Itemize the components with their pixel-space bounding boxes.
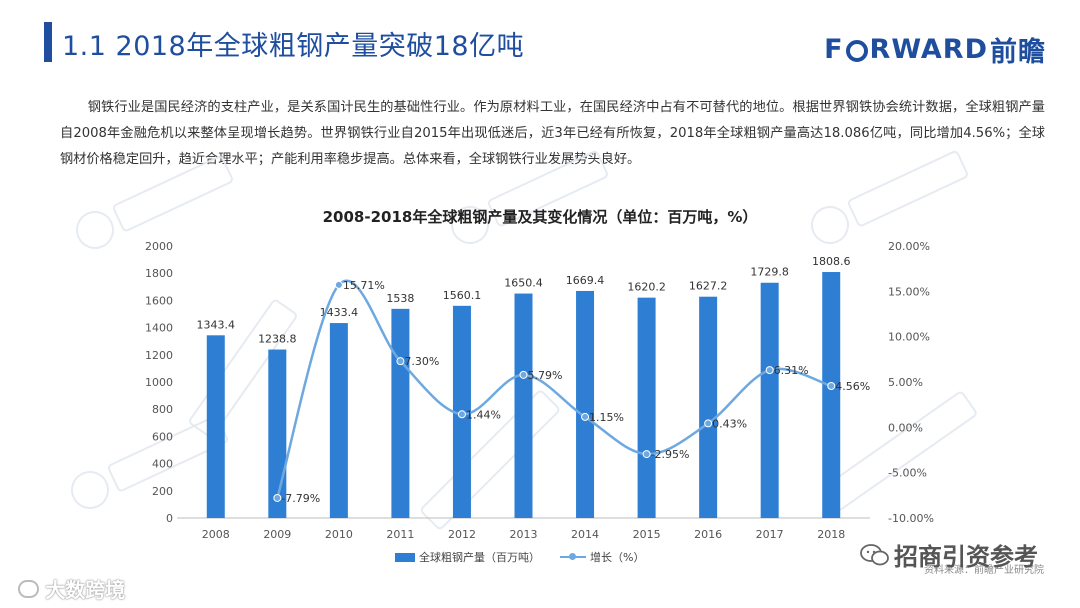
- y-right-tick-label: -5.00%: [888, 467, 927, 480]
- bar-value-label: 1808.6: [812, 255, 851, 268]
- growth-point: [704, 419, 713, 428]
- x-tick-label: 2016: [694, 528, 722, 541]
- y-left-tick-label: 1200: [145, 349, 173, 362]
- bar: [637, 297, 656, 518]
- growth-point: [581, 412, 590, 421]
- logo-suffix: RWARD: [869, 34, 988, 65]
- logo-chinese: 前瞻: [990, 37, 1046, 68]
- y-left-tick-label: 0: [166, 512, 173, 525]
- growth-value-label: 7.30%: [404, 355, 439, 368]
- x-tick-label: 2013: [510, 528, 538, 541]
- x-tick-label: 2017: [756, 528, 784, 541]
- x-tick-label: 2014: [571, 528, 599, 541]
- growth-value-label: 1.15%: [589, 411, 624, 424]
- bar: [329, 323, 348, 518]
- bar: [760, 282, 779, 518]
- x-tick-label: 2015: [633, 528, 661, 541]
- y-left-tick-label: 2000: [145, 240, 173, 253]
- y-left-tick-label: 1000: [145, 376, 173, 389]
- y-left-tick-label: 1600: [145, 294, 173, 307]
- bar-value-label: 1560.1: [443, 289, 482, 302]
- bottom-watermark: K 大数跨境: [18, 574, 125, 603]
- y-left-tick-label: 600: [152, 430, 173, 443]
- growth-value-label: -7.79%: [281, 492, 320, 505]
- y-right-tick-label: 20.00%: [888, 240, 930, 253]
- growth-point: [519, 370, 528, 379]
- bar-value-label: 1343.4: [197, 318, 236, 331]
- bar: [206, 335, 225, 518]
- title-accent-bar: [44, 22, 52, 62]
- x-tick-label: 2008: [202, 528, 230, 541]
- y-left-tick-label: 1800: [145, 267, 173, 280]
- bar: [699, 296, 718, 518]
- bar-value-label: 1627.2: [689, 280, 728, 293]
- bar-value-label: 1650.4: [504, 277, 543, 290]
- bar-value-label: 1538: [386, 292, 414, 305]
- logo-o-mark: [845, 39, 868, 62]
- x-tick-label: 2012: [448, 528, 476, 541]
- source-note: 资料来源：前瞻产业研究院: [924, 565, 1044, 576]
- growth-value-label: 5.79%: [528, 369, 563, 382]
- y-right-tick-label: 0.00%: [888, 421, 923, 434]
- y-right-tick-label: -10.00%: [888, 512, 934, 525]
- growth-value-label: 15.71%: [343, 279, 385, 292]
- legend-bar-swatch: [395, 552, 415, 562]
- growth-value-label: 4.56%: [835, 380, 870, 393]
- growth-value-label: 6.31%: [774, 364, 809, 377]
- growth-line: [276, 279, 832, 499]
- y-left-tick-label: 400: [152, 458, 173, 471]
- growth-point: [765, 366, 774, 375]
- chart-title: 2008-2018年全球粗钢产量及其变化情况（单位：百万吨，%）: [322, 208, 758, 226]
- wechat-icon: [860, 543, 889, 565]
- y-right-tick-label: 15.00%: [888, 285, 930, 298]
- bar: [576, 290, 595, 518]
- y-left-tick-label: 800: [152, 403, 173, 416]
- page-title: 1.1 2018年全球粗钢产量突破18亿吨: [62, 31, 525, 62]
- x-tick-label: 2009: [263, 528, 291, 541]
- legend-bar-label: 全球粗钢产量（百万吨）: [419, 551, 540, 564]
- y-right-tick-label: 10.00%: [888, 331, 930, 344]
- bar-value-label: 1433.4: [320, 306, 359, 319]
- chart-legend: 全球粗钢产量（百万吨） 增长（%）: [395, 549, 644, 565]
- growth-value-label: -2.95%: [651, 448, 690, 461]
- brand-k-icon: K: [18, 579, 40, 598]
- growth-point: [457, 410, 466, 419]
- x-tick-label: 2010: [325, 528, 353, 541]
- bar-value-label: 1669.4: [566, 274, 605, 287]
- wechat-watermark: 招商引资参考: [860, 537, 1038, 572]
- x-tick-label: 2011: [386, 528, 414, 541]
- y-left-tick-label: 200: [152, 485, 173, 498]
- bar: [514, 293, 533, 518]
- bar-value-label: 1620.2: [627, 281, 666, 294]
- bar: [822, 272, 841, 518]
- bar: [391, 308, 410, 518]
- logo-prefix: F: [824, 34, 844, 65]
- growth-value-label: 1.44%: [466, 408, 501, 421]
- growth-point: [827, 381, 836, 390]
- legend-line-label: 增长（%）: [590, 551, 645, 564]
- bar-value-label: 1238.8: [258, 333, 297, 346]
- growth-value-label: 0.43%: [712, 417, 747, 430]
- bottom-watermark-text: 大数跨境: [45, 578, 126, 602]
- x-tick-label: 2018: [817, 528, 845, 541]
- growth-point: [396, 357, 405, 366]
- growth-point: [334, 280, 343, 289]
- y-right-tick-label: 5.00%: [888, 376, 923, 389]
- forward-logo: F RWARD 前瞻: [824, 30, 1046, 69]
- growth-point: [273, 493, 282, 502]
- wechat-account-name: 招商引资参考: [894, 543, 1038, 571]
- bar-value-label: 1729.8: [750, 266, 789, 279]
- legend-line-swatch: [560, 553, 586, 560]
- y-left-tick-label: 1400: [145, 322, 173, 335]
- growth-point: [642, 450, 651, 459]
